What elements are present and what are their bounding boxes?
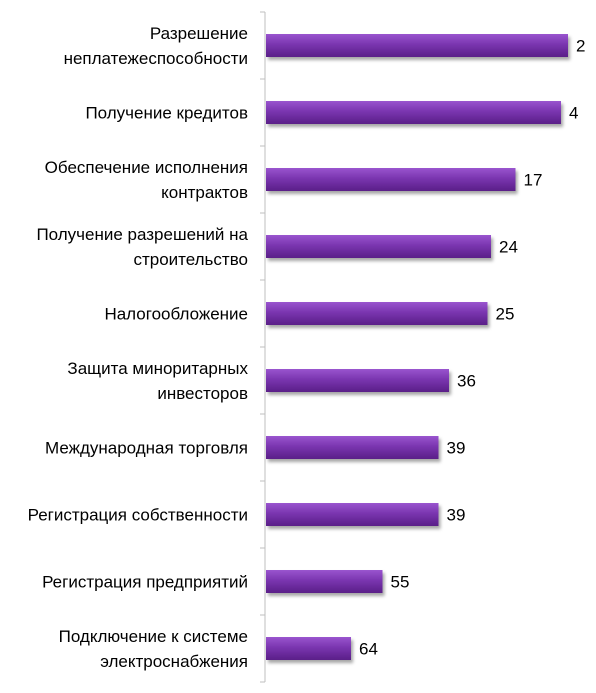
category-label-line: строительство	[133, 250, 248, 269]
category-label-line: Разрешение	[150, 24, 248, 43]
category-label: Получение разрешений на строительство	[36, 225, 248, 269]
data-label: 25	[496, 305, 515, 324]
bar	[266, 570, 383, 593]
category-label: Разрешение неплатежеспособности	[64, 24, 248, 68]
category-label-line: контрактов	[161, 183, 248, 202]
category-label-line: Защита миноритарных	[67, 359, 248, 378]
bar	[266, 302, 488, 325]
category-label-line: инвесторов	[157, 384, 248, 403]
data-label: 39	[447, 439, 466, 458]
category-label-line: Налогообложение	[104, 305, 248, 324]
category-label-line: Получение кредитов	[85, 104, 248, 123]
data-label: 2	[576, 37, 585, 56]
category-label: Обеспечение исполнения контрактов	[45, 158, 248, 202]
data-label: 17	[524, 171, 543, 190]
category-label-line: Международная торговля	[45, 439, 248, 458]
category-label: Налогообложение	[104, 305, 248, 324]
bar	[266, 436, 439, 459]
category-label-line: Регистрация собственности	[28, 506, 248, 525]
category-label-line: Регистрация предприятий	[42, 573, 248, 592]
bar	[266, 235, 491, 258]
category-label: Подключение к системе электроснабжения	[59, 627, 248, 671]
bar	[266, 34, 568, 57]
category-label: Получение кредитов	[85, 104, 248, 123]
category-label-line: Подключение к системе	[59, 627, 248, 646]
data-label: 24	[499, 238, 518, 257]
bar	[266, 168, 516, 191]
data-label: 4	[569, 104, 578, 123]
category-label: Международная торговля	[45, 439, 248, 458]
category-label: Регистрация собственности	[28, 506, 248, 525]
data-label: 64	[359, 640, 378, 659]
bar	[266, 503, 439, 526]
category-label-line: Обеспечение исполнения	[45, 158, 248, 177]
bar	[266, 369, 449, 392]
bar	[266, 637, 351, 660]
category-label: Защита миноритарных инвесторов	[67, 359, 248, 403]
category-label-line: Получение разрешений на	[36, 225, 248, 244]
data-label: 55	[391, 573, 410, 592]
category-label-line: электроснабжения	[100, 652, 248, 671]
category-label-line: неплатежеспособности	[64, 49, 248, 68]
bar	[266, 101, 561, 124]
data-label: 39	[447, 506, 466, 525]
category-label: Регистрация предприятий	[42, 573, 248, 592]
data-label: 36	[457, 372, 476, 391]
